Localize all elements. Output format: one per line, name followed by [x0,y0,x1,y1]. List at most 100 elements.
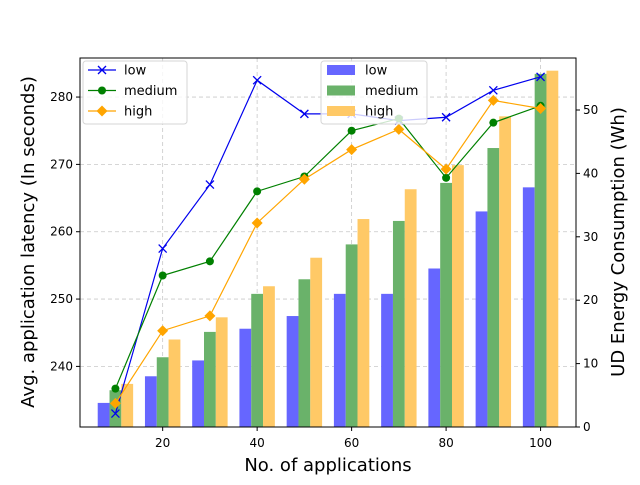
y-left-tick-label: 280 [50,90,73,104]
point-medium [347,126,356,135]
y-axis-right-label: UD Energy Consumption (Wh) [608,107,629,377]
bar-low [144,376,157,427]
legend-label-high: high [124,105,152,120]
point-medium [253,187,262,196]
bar-medium [156,357,169,427]
legend-swatch-high [327,106,355,116]
line-high [114,99,541,404]
point-high [535,103,547,115]
x-tick-label: 40 [250,436,265,450]
marker-stroke [110,409,120,418]
bar-medium [534,73,547,427]
bar-high [404,189,417,427]
point-high [393,123,405,135]
legend-label-medium: medium [124,84,177,99]
bar-high [452,165,464,428]
legend-label-high: high [365,105,393,120]
legend-swatch-medium [327,85,355,96]
latency-lines [109,72,547,418]
point-high [346,144,358,156]
line-legend-box [82,60,188,125]
marker-stroke [205,180,215,190]
bar-low [333,293,346,427]
legend-marker-medium [98,86,106,95]
bar-low [286,316,299,427]
point-high [487,94,499,106]
bar-low [97,402,110,427]
line-medium [114,105,541,389]
legend-label-medium: medium [365,84,418,99]
bar-low [475,211,488,427]
y-left-tick-label: 250 [50,292,73,306]
y-right-tick-label: 0 [583,420,591,434]
legend-marker-low [97,65,107,75]
bar-low [522,187,535,427]
x-tick-label: 80 [438,436,453,450]
x-tick-label: 100 [529,436,552,450]
point-high [157,325,169,337]
point-high [204,310,216,322]
energy-bars [97,70,559,428]
point-high [298,173,310,185]
x-tick-label: 60 [344,436,359,450]
point-low [205,180,215,190]
point-high [440,163,452,175]
bar-medium [251,293,264,427]
marker-stroke [441,112,451,122]
point-medium [489,118,498,127]
point-medium [205,257,214,266]
x-axis-label: No. of applications [244,455,411,476]
legend-swatch-low [327,65,355,75]
y-right-tick-label: 10 [583,357,598,371]
point-low [158,244,168,254]
point-high [251,217,263,229]
y-right-tick-label: 40 [583,166,598,180]
marker-stroke [158,244,168,254]
bar-high [499,116,512,427]
point-low [110,409,120,418]
y-right-tick-label: 20 [583,293,598,307]
bar-low [239,328,252,427]
y-left-tick-label: 260 [50,225,73,239]
bar-medium [345,244,358,427]
bar-medium [392,220,405,427]
bar-high [546,70,559,427]
y-left-tick-label: 240 [50,359,73,373]
point-low [488,85,498,95]
axis-ticks: 20 40 60 80 100 240 250 260 270 280 0 10 20 30 40 50 [50,90,598,450]
legend-label-low: low [124,64,147,79]
bar-medium [298,279,311,427]
bar-legend: low medium high [320,60,428,125]
legend-marker-high [96,105,108,117]
point-low [252,75,262,85]
marker-stroke [252,75,262,85]
bar-high [263,286,275,427]
point-medium [158,271,167,280]
point-high [109,397,121,409]
y-right-tick-label: 30 [583,230,598,244]
x-tick-label: 20 [155,436,170,450]
point-low [441,112,451,122]
line-legend: low medium high [82,60,188,125]
y-right-tick-label: 50 [583,103,598,117]
bar-high [357,219,370,427]
y-axis-left-label: Avg. application latency (In seconds) [18,76,39,408]
point-low [299,109,309,119]
y-left-tick-label: 270 [50,157,73,171]
marker-stroke [488,85,498,95]
marker-stroke [97,65,107,75]
bar-medium [487,148,500,427]
marker-stroke [536,72,546,82]
point-low [536,72,546,82]
bar-low [428,268,441,427]
plot-frame [79,57,577,428]
bar-medium [204,331,216,427]
legend-label-low: low [365,64,388,79]
bar-high [168,339,181,427]
point-medium [111,384,120,393]
point-medium [442,173,451,182]
bar-high [121,383,134,427]
bar-high [310,257,323,427]
bar-high [215,317,228,427]
